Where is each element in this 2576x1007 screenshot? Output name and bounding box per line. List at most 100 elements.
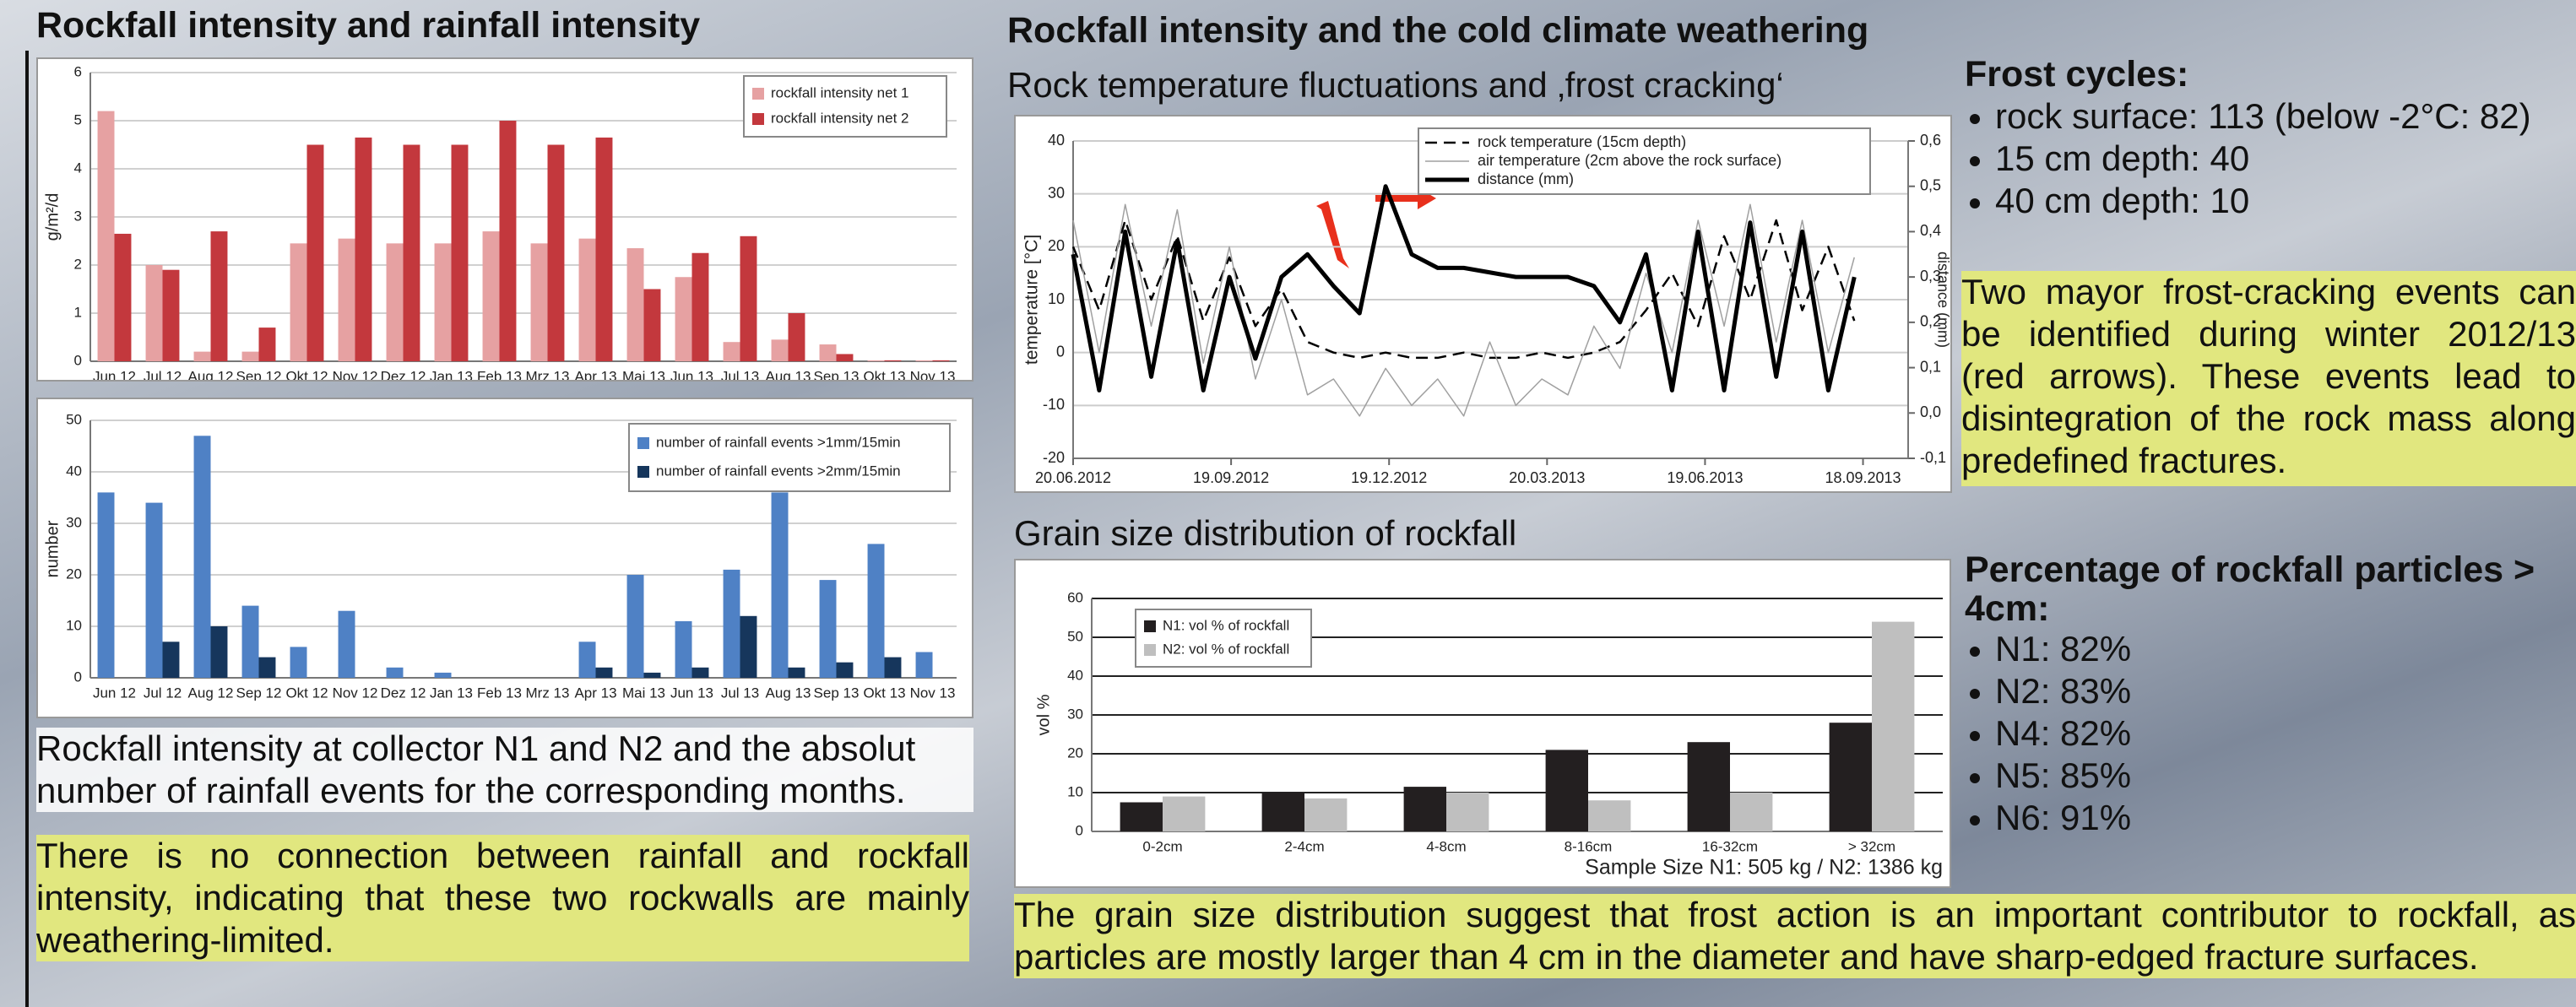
bar xyxy=(242,352,259,361)
legend-swatch xyxy=(637,437,649,449)
frost-block: Frost cycles: rock surface: 113 (below -… xyxy=(1965,54,2576,222)
x-tick-label: 2-4cm xyxy=(1284,838,1324,854)
bar xyxy=(339,611,355,678)
y-tick-label: 30 xyxy=(1067,706,1083,722)
y-tick-label: 0 xyxy=(74,669,82,685)
x-tick-label: Sep 13 xyxy=(814,685,860,701)
x-tick-label: Jul 13 xyxy=(721,368,759,382)
legend-label: N1: vol % of rockfall xyxy=(1163,617,1289,633)
y2-tick-label: 0,0 xyxy=(1920,403,1941,420)
y-axis-label: g/m²/d xyxy=(43,193,62,241)
x-tick-label: 19.06.2013 xyxy=(1667,469,1743,486)
bar xyxy=(98,111,115,361)
right-title: Rockfall intensity and the cold climate … xyxy=(1007,10,1868,51)
x-tick-label: Okt 12 xyxy=(285,368,328,382)
y-tick-label: 60 xyxy=(1067,589,1083,605)
legend-swatch xyxy=(1144,620,1156,632)
bar xyxy=(916,652,933,679)
y-tick-label: 10 xyxy=(1067,783,1083,799)
bar xyxy=(1404,787,1446,831)
percent-list: N1: 82% N2: 83% N4: 82% N5: 85% N6: 91% xyxy=(1965,628,2576,839)
percent-item: N5: 85% xyxy=(1965,755,2576,797)
x-tick-label: Nov 13 xyxy=(910,368,956,382)
bar xyxy=(837,354,854,361)
bar xyxy=(548,145,565,362)
frost-item-text: rock surface: 113 (below -2°C: 82) xyxy=(1995,96,2531,136)
bar xyxy=(675,277,692,361)
bar xyxy=(259,328,276,361)
frost-item: 40 cm depth: 10 xyxy=(1965,180,2576,222)
bar xyxy=(259,658,276,678)
legend-label: number of rainfall events >1mm/15min xyxy=(656,434,901,450)
x-tick-label: Nov 12 xyxy=(333,685,378,701)
y-tick-label: 40 xyxy=(1048,132,1065,149)
y-tick-label: 6 xyxy=(74,63,82,79)
temperature-subtitle: Rock temperature fluctuations and ‚frost… xyxy=(1007,64,1784,106)
bar xyxy=(435,243,452,361)
bar xyxy=(452,145,469,362)
percent-item: N1: 82% xyxy=(1965,628,2576,670)
bar xyxy=(115,234,132,361)
x-tick-label: Jul 12 xyxy=(144,368,182,382)
bar xyxy=(242,606,259,678)
grain-subtitle: Grain size distribution of rockfall xyxy=(1014,512,1516,555)
x-tick-label: Okt 13 xyxy=(863,685,905,701)
bar xyxy=(1872,622,1914,831)
bar xyxy=(355,138,372,361)
bar xyxy=(772,339,789,361)
bar xyxy=(1588,800,1630,831)
y-tick-label: 30 xyxy=(1048,184,1065,201)
x-tick-label: Sep 12 xyxy=(236,368,282,382)
x-tick-label: Aug 12 xyxy=(188,685,234,701)
bar xyxy=(868,544,885,678)
legend-label: rock temperature (15cm depth) xyxy=(1478,133,1686,150)
x-tick-label: Apr 13 xyxy=(574,685,616,701)
x-tick-label: Jul 12 xyxy=(144,685,182,701)
bar xyxy=(98,492,115,678)
bar xyxy=(387,243,404,361)
bar xyxy=(483,231,500,361)
y-axis-label: number xyxy=(43,520,62,577)
bar xyxy=(194,352,211,361)
x-tick-label: Jan 13 xyxy=(430,685,473,701)
bar xyxy=(1546,750,1588,831)
x-tick-label: Jun 13 xyxy=(670,685,713,701)
percent-item: N2: 83% xyxy=(1965,670,2576,712)
bar xyxy=(404,145,420,362)
poster: Rockfall intensity and rainfall intensit… xyxy=(0,0,2576,1007)
bar xyxy=(789,668,805,678)
bar xyxy=(387,668,404,678)
left-caption: Rockfall intensity at collector N1 and N… xyxy=(36,728,973,812)
x-tick-label: Feb 13 xyxy=(477,368,522,382)
y2-tick-label: 0,5 xyxy=(1920,176,1941,193)
y-tick-label: 0 xyxy=(74,352,82,368)
bar xyxy=(644,673,661,678)
percent-item-text: N1: 82% xyxy=(1995,629,2131,669)
bar xyxy=(740,616,757,678)
x-tick-label: 8-16cm xyxy=(1565,838,1613,854)
y2-tick-label: 0,1 xyxy=(1920,358,1941,375)
legend-label: N2: vol % of rockfall xyxy=(1163,641,1289,657)
x-tick-label: Nov 12 xyxy=(333,368,378,382)
x-tick-label: 19.09.2012 xyxy=(1193,469,1269,486)
x-tick-label: 19.12.2012 xyxy=(1351,469,1427,486)
x-tick-label: Feb 13 xyxy=(477,685,522,701)
bar xyxy=(724,570,740,678)
legend-swatch xyxy=(752,113,764,125)
bar xyxy=(1688,742,1730,831)
y-tick-label: -10 xyxy=(1043,396,1065,413)
y-tick-label: 20 xyxy=(66,566,82,582)
bar xyxy=(596,138,613,361)
x-tick-label: 20.03.2013 xyxy=(1509,469,1585,486)
x-tick-label: Sep 12 xyxy=(236,685,282,701)
left-rule xyxy=(25,51,29,1007)
legend-label: air temperature (2cm above the rock surf… xyxy=(1478,152,1782,169)
frost-item-text: 40 cm depth: 10 xyxy=(1995,181,2249,220)
temperature-chart: -20-10010203040-0,10,00,10,20,30,40,50,6… xyxy=(1014,115,1952,493)
frost-note: Two mayor frost-cracking events can be i… xyxy=(1961,271,2576,486)
x-tick-label: Mai 13 xyxy=(622,685,665,701)
y-tick-label: 10 xyxy=(1048,290,1065,307)
annotation: Sample Size N1: 505 kg / N2: 1386 kg xyxy=(1585,856,1943,880)
x-tick-label: Mai 13 xyxy=(622,368,665,382)
